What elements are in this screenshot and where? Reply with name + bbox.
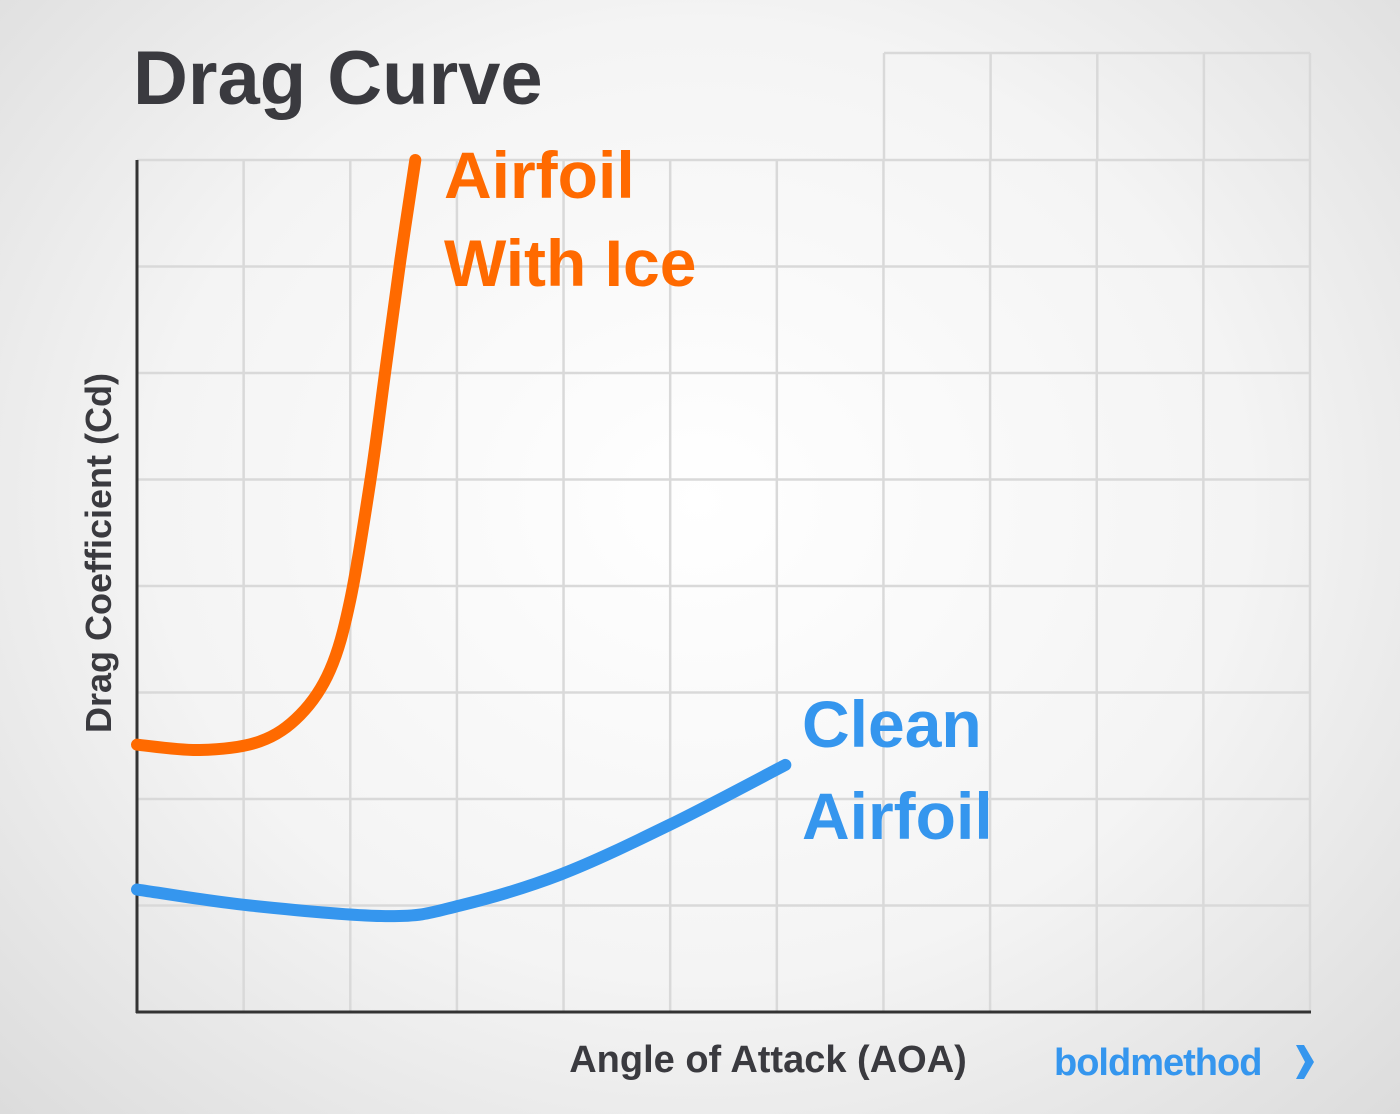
brand-chevron	[1296, 1045, 1314, 1079]
series-line	[131, 154, 422, 757]
series-line	[131, 758, 792, 923]
chart-title: Drag Curve	[133, 36, 543, 121]
series-label: Airfoil	[802, 779, 993, 853]
series-label: With Ice	[444, 226, 696, 300]
x-axis-label: Angle of Attack (AOA)	[569, 1039, 967, 1081]
series-labels: Airfoil With Ice Clean Airfoil	[444, 138, 993, 853]
brand: boldmethod	[1054, 1042, 1261, 1084]
grid	[135, 158, 1312, 1014]
series-label: Clean	[802, 687, 982, 761]
decor-grid	[882, 51, 1312, 160]
y-axis-label: Drag Coefficient (Cd)	[78, 373, 119, 733]
series-label: Airfoil	[444, 138, 635, 212]
curves	[131, 154, 792, 923]
